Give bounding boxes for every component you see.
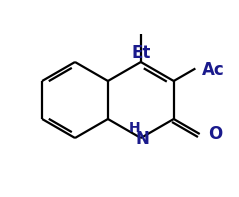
Text: Et: Et <box>131 44 151 62</box>
Text: N: N <box>136 130 150 148</box>
Text: O: O <box>208 125 222 143</box>
Text: H: H <box>129 121 141 135</box>
Text: Ac: Ac <box>202 61 225 80</box>
